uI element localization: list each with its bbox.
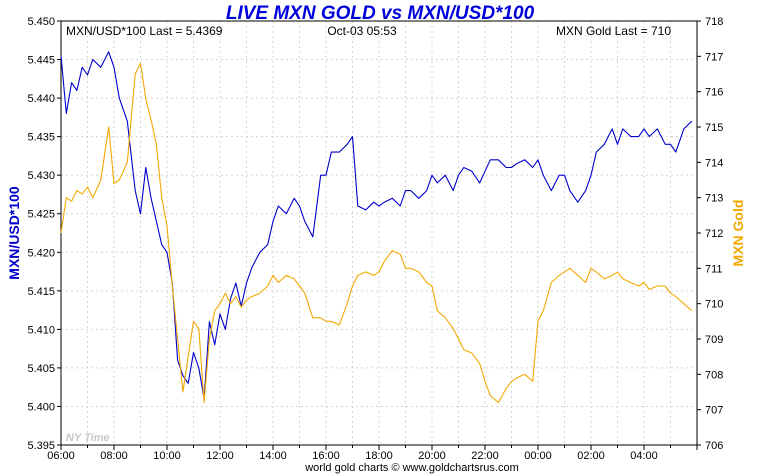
y-right-tick-label: 709 (705, 334, 723, 346)
x-tick-label: 04:00 (630, 450, 658, 462)
y-right-tick-label: 717 (705, 51, 723, 63)
y-left-tick-label: 5.430 (27, 170, 55, 182)
y-left-tick-label: 5.450 (27, 16, 55, 28)
x-tick-label: 16:00 (312, 450, 340, 462)
y-right-tick-label: 706 (705, 440, 723, 452)
x-tick-label: 06:00 (47, 450, 75, 462)
y-left-tick-label: 5.395 (27, 440, 55, 452)
x-tick-label: 00:00 (524, 450, 552, 462)
series-layer (60, 51, 693, 404)
y-left-tick-label: 5.400 (27, 401, 55, 413)
x-tick-label: 14:00 (259, 450, 287, 462)
header-center: Oct-03 05:53 (327, 24, 397, 38)
footer-credit: world gold charts © www.goldchartsrus.co… (304, 462, 519, 474)
series-line-mxn-usd (60, 51, 693, 400)
y-left-tick-label: 5.410 (27, 324, 55, 336)
y-left-tick-label: 5.405 (27, 363, 55, 375)
y-right-tick-label: 707 (705, 405, 723, 417)
grid (61, 21, 697, 445)
x-tick-label: 18:00 (365, 450, 393, 462)
header-left: MXN/USD*100 Last = 5.4369 (66, 24, 223, 38)
y-left-tick-label: 5.435 (27, 132, 55, 144)
series-line-mxn-gold (60, 62, 693, 404)
y-axis-left-label: MXN/USD*100 (6, 186, 22, 280)
header-right: MXN Gold Last = 710 (556, 24, 671, 38)
x-tick-label: 22:00 (471, 450, 499, 462)
x-tick-label: 02:00 (577, 450, 605, 462)
y-left-tick-label: 5.415 (27, 286, 55, 298)
time-zone-watermark: NY Time (66, 432, 110, 444)
y-right-tick-label: 713 (705, 193, 723, 205)
x-tick-label: 08:00 (100, 450, 128, 462)
y-left-tick-label: 5.440 (27, 93, 55, 105)
x-tick-label: 10:00 (153, 450, 181, 462)
y-right-tick-label: 708 (705, 369, 723, 381)
y-right-tick-label: 712 (705, 228, 723, 240)
y-right-tick-label: 715 (705, 122, 723, 134)
chart-title: LIVE MXN GOLD vs MXN/USD*100 (226, 3, 535, 24)
axis-ticks: 5.395 5.400 5.405 5.410 5.415 5.420 5.425 5.430… (27, 16, 723, 462)
y-right-tick-label: 718 (705, 16, 723, 28)
x-tick-label: 20:00 (418, 450, 446, 462)
y-right-tick-label: 710 (705, 299, 723, 311)
y-right-tick-label: 716 (705, 87, 723, 99)
y-left-tick-label: 5.445 (27, 55, 55, 67)
y-axis-right-label: MXN Gold (730, 200, 746, 267)
y-left-tick-label: 5.425 (27, 209, 55, 221)
y-right-tick-label: 714 (705, 157, 723, 169)
y-left-tick-label: 5.420 (27, 247, 55, 259)
x-tick-label: 12:00 (206, 450, 234, 462)
y-right-tick-label: 711 (705, 263, 723, 275)
